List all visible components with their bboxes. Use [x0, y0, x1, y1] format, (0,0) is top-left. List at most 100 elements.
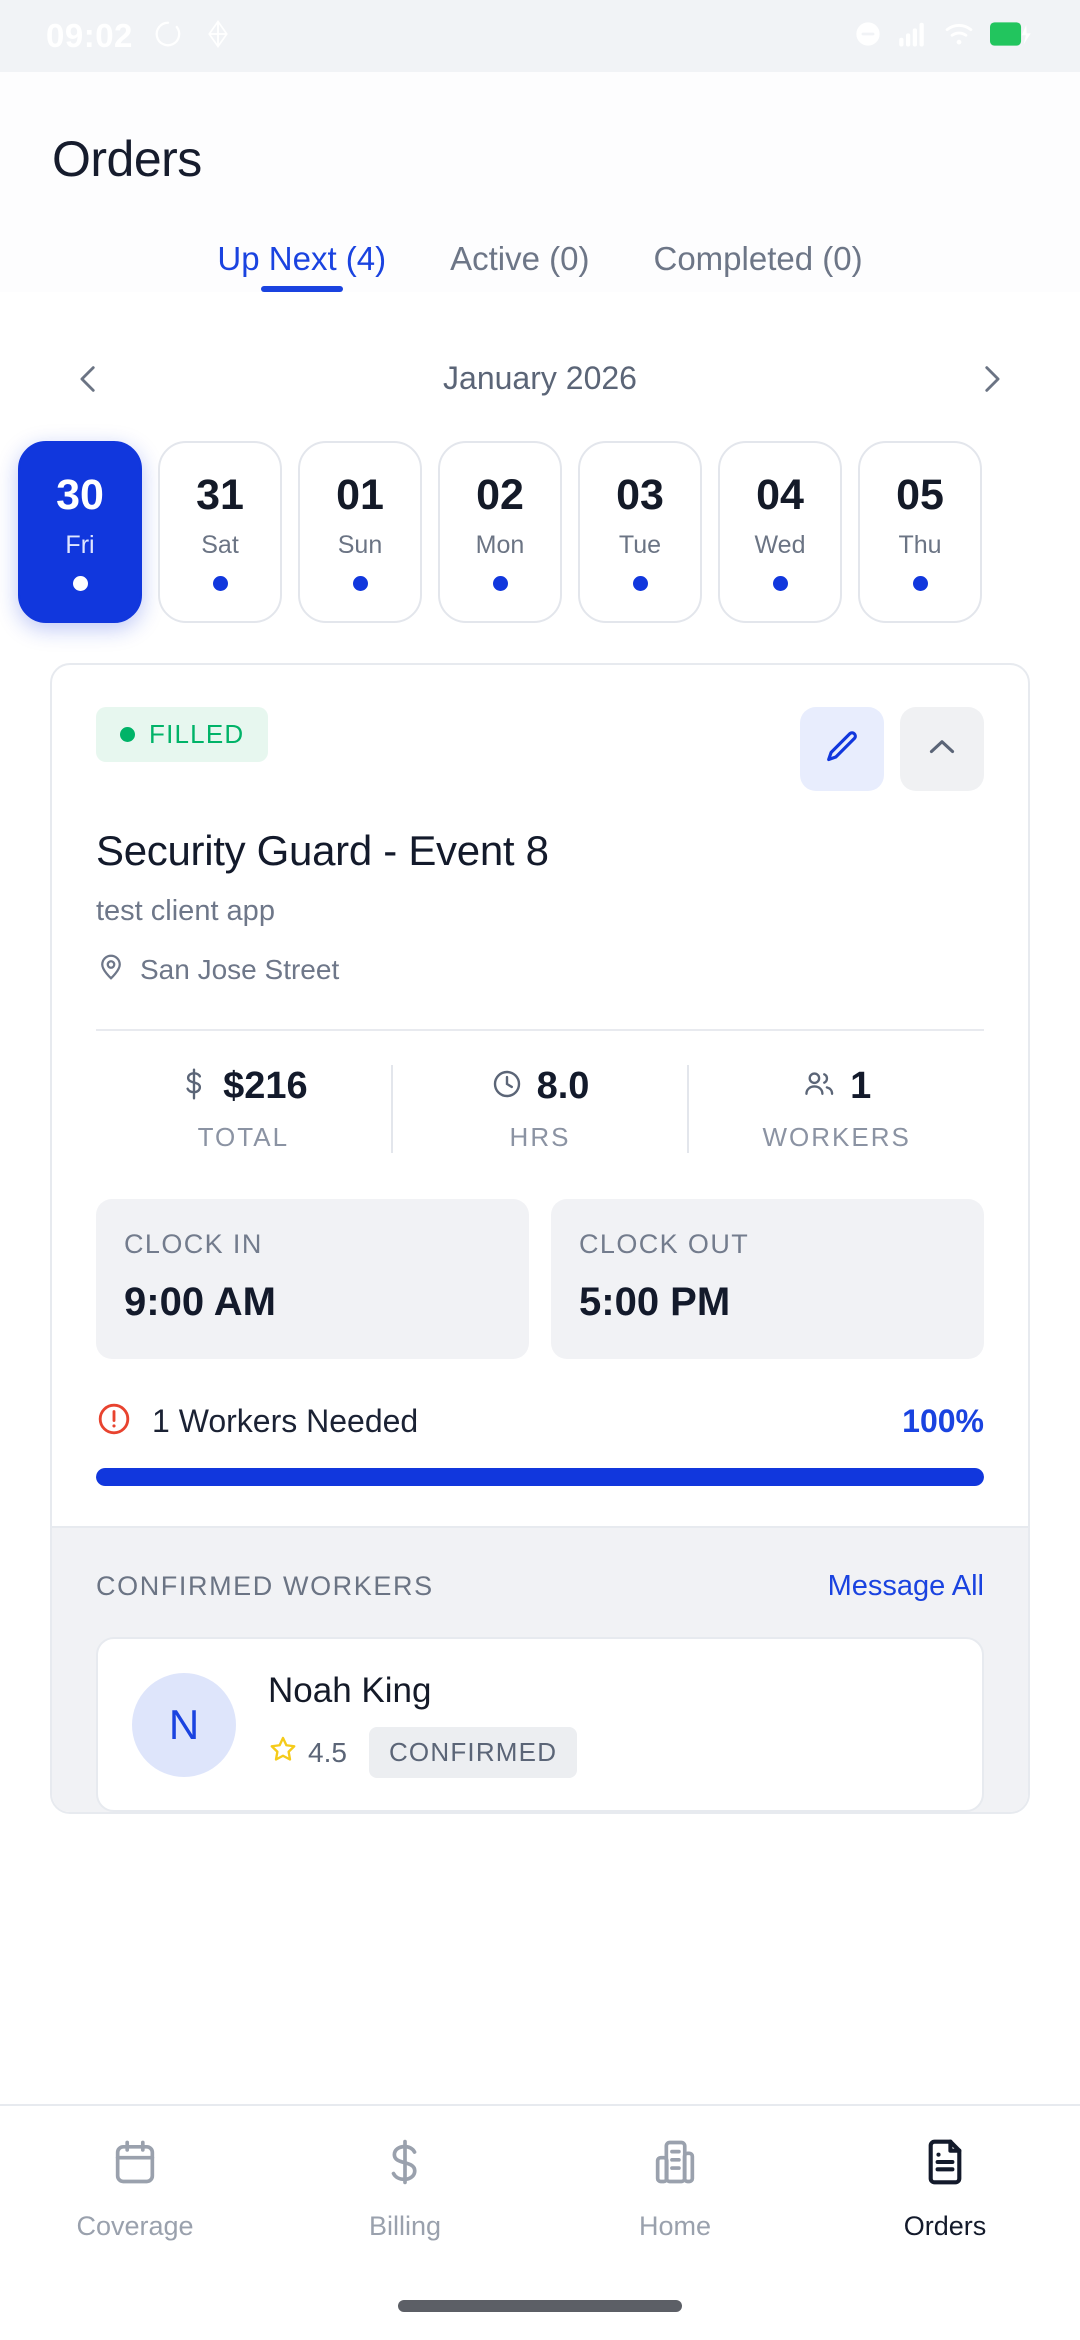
chevron-right-icon[interactable] — [974, 362, 1008, 396]
nav-label-billing: Billing — [368, 2211, 442, 2241]
stat-total-value-row: $216 — [179, 1065, 308, 1108]
date-chip-dot — [492, 575, 508, 591]
tab-up-next[interactable]: Up Next (4) — [217, 240, 386, 292]
dollar-icon — [379, 2136, 431, 2193]
stat-workers-value: 1 — [850, 1065, 872, 1107]
date-chip-04[interactable]: 04 Wed — [718, 441, 842, 623]
nav-label-home: Home — [638, 2211, 712, 2241]
date-chip-day: Mon — [475, 530, 525, 559]
workers-needed-text: 1 Workers Needed — [152, 1403, 419, 1439]
fill-percent-label: 100% — [902, 1403, 984, 1439]
month-navigator: January 2026 — [0, 292, 1080, 397]
order-client-name: test client app — [96, 895, 275, 927]
date-chip-02[interactable]: 02 Mon — [438, 441, 562, 623]
nav-item-orders[interactable]: Orders — [810, 2136, 1080, 2340]
worker-status-chip: CONFIRMED — [368, 1727, 578, 1778]
order-card[interactable]: FILLED — [50, 663, 1030, 1814]
date-chip-dot — [212, 575, 228, 591]
clock-icon — [491, 1068, 523, 1105]
status-bar-left: 09:02 — [46, 17, 233, 55]
date-chip-30[interactable]: 30 Fri — [18, 441, 142, 623]
status-dot-icon — [120, 727, 135, 742]
date-chip-day: Wed — [754, 530, 806, 559]
clock-in-label: CLOCK IN — [124, 1229, 263, 1259]
stat-total-label: TOTAL — [197, 1122, 290, 1152]
calendar-icon — [109, 2136, 161, 2193]
order-job-title: Security Guard - Event 8 — [96, 827, 549, 874]
document-icon — [919, 2136, 971, 2193]
status-bar: 09:02 — [0, 0, 1080, 72]
date-chip-01[interactable]: 01 Sun — [298, 441, 422, 623]
edit-order-button[interactable] — [800, 707, 884, 791]
worker-rating: 4.5 — [268, 1734, 347, 1771]
workers-needed-left: 1 Workers Needed — [96, 1401, 418, 1442]
battery-charging-icon — [990, 21, 1034, 52]
order-location-text: San Jose Street — [140, 953, 340, 985]
nav-item-billing[interactable]: Billing — [270, 2136, 540, 2340]
card-divider — [96, 1029, 984, 1031]
status-badge-label: FILLED — [149, 719, 245, 749]
tab-completed[interactable]: Completed (0) — [653, 240, 863, 277]
date-chip-05[interactable]: 05 Thu — [858, 441, 982, 623]
nav-item-home[interactable]: Home — [540, 2136, 810, 2340]
stat-hours-label: HRS — [509, 1122, 571, 1152]
date-chip-day: Sun — [337, 530, 383, 559]
chevron-up-icon — [924, 729, 960, 770]
clock-out-label: CLOCK OUT — [579, 1229, 750, 1259]
clock-out-box[interactable]: CLOCK OUT 5:00 PM — [551, 1199, 984, 1359]
do-not-disturb-icon — [854, 20, 882, 53]
nav-item-coverage[interactable]: Coverage — [0, 2136, 270, 2340]
signal-bars-icon — [898, 21, 928, 52]
worker-rating-value: 4.5 — [308, 1736, 347, 1768]
nav-label-coverage: Coverage — [76, 2211, 194, 2241]
date-chip-dot — [632, 575, 648, 591]
workers-needed-row: 1 Workers Needed 100% — [96, 1401, 984, 1442]
confirmed-workers-title: CONFIRMED WORKERS — [96, 1571, 434, 1601]
users-icon — [802, 1068, 836, 1105]
order-location: San Jose Street — [96, 952, 984, 987]
nav-label-orders: Orders — [903, 2211, 987, 2241]
date-chip-number: 01 — [336, 470, 384, 519]
confirmed-workers-header: CONFIRMED WORKERS Message All — [96, 1570, 984, 1603]
stat-total: $216 TOTAL — [96, 1065, 391, 1153]
star-icon — [268, 1734, 298, 1771]
date-strip[interactable]: 30 Fri 31 Sat 01 Sun 02 Mon 03 Tue 04 We… — [0, 397, 1080, 663]
date-chip-number: 30 — [56, 470, 104, 519]
map-pin-icon — [96, 952, 126, 987]
clock-in-value: 9:00 AM — [124, 1280, 276, 1324]
diamond-icon — [203, 19, 233, 54]
date-chip-dot — [912, 575, 928, 591]
message-all-button[interactable]: Message All — [827, 1570, 984, 1602]
month-label: January 2026 — [443, 360, 637, 396]
date-chip-day: Thu — [898, 530, 942, 559]
stat-divider — [687, 1065, 690, 1153]
date-chip-dot — [72, 575, 88, 591]
bottom-navigation: Coverage Billing Home — [0, 2104, 1080, 2340]
wifi-icon — [944, 21, 974, 52]
order-card-header: FILLED — [96, 707, 984, 791]
clock-times: CLOCK IN 9:00 AM CLOCK OUT 5:00 PM — [96, 1199, 984, 1359]
date-chip-number: 03 — [616, 470, 664, 519]
fill-progress-value — [96, 1468, 984, 1486]
confirmed-workers-section: CONFIRMED WORKERS Message All N Noah Kin… — [52, 1526, 1028, 1812]
date-chip-31[interactable]: 31 Sat — [158, 441, 282, 623]
worker-info: Noah King 4.5 CONFIRMED — [268, 1671, 578, 1778]
order-card-body: FILLED — [52, 665, 1028, 1526]
worker-list-item[interactable]: N Noah King 4.5 CONFIRMED — [96, 1637, 984, 1812]
status-badge: FILLED — [96, 707, 269, 762]
date-chip-day: Fri — [65, 530, 95, 559]
tab-active[interactable]: Active (0) — [450, 240, 590, 277]
fill-progress-bar — [96, 1468, 984, 1486]
collapse-order-button[interactable] — [900, 707, 984, 791]
worker-name: Noah King — [268, 1671, 432, 1710]
clock-in-box[interactable]: CLOCK IN 9:00 AM — [96, 1199, 529, 1359]
date-chip-dot — [352, 575, 368, 591]
date-chip-day: Tue — [618, 530, 662, 559]
clock-out-value: 5:00 PM — [579, 1280, 731, 1324]
alert-circle-icon — [96, 1401, 132, 1442]
chevron-left-icon[interactable] — [72, 362, 106, 396]
date-chip-03[interactable]: 03 Tue — [578, 441, 702, 623]
stat-hours-value-row: 8.0 — [491, 1065, 589, 1108]
order-stats: $216 TOTAL 8.0 H — [96, 1031, 984, 1153]
status-bar-clock: 09:02 — [46, 17, 133, 54]
